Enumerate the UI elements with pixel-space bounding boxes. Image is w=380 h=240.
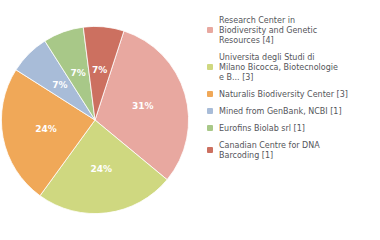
svg-text:Universita degli Studi di: Universita degli Studi di	[219, 53, 315, 62]
svg-text:24%: 24%	[90, 164, 112, 174]
svg-text:24%: 24%	[35, 124, 57, 134]
svg-text:e B... [3]: e B... [3]	[219, 73, 253, 82]
svg-text:Eurofins Biolab srl [1]: Eurofins Biolab srl [1]	[219, 124, 305, 133]
svg-text:Barcoding [1]: Barcoding [1]	[219, 151, 273, 160]
svg-text:7%: 7%	[92, 65, 107, 75]
svg-text:Research Center in: Research Center in	[219, 16, 295, 25]
svg-text:Milano Bicocca, Biotecnologie: Milano Bicocca, Biotecnologie	[219, 63, 338, 72]
svg-text:31%: 31%	[132, 101, 154, 111]
svg-text:Naturalis Biodiversity Center: Naturalis Biodiversity Center [3]	[219, 90, 348, 99]
svg-text:Biodiversity and Genetic: Biodiversity and Genetic	[219, 26, 317, 35]
svg-text:Resources [4]: Resources [4]	[219, 36, 274, 45]
svg-text:7%: 7%	[52, 80, 67, 90]
svg-text:Mined from GenBank, NCBI [1]: Mined from GenBank, NCBI [1]	[219, 107, 342, 116]
svg-text:7%: 7%	[70, 68, 85, 78]
svg-text:Canadian Centre for DNA: Canadian Centre for DNA	[219, 141, 320, 150]
